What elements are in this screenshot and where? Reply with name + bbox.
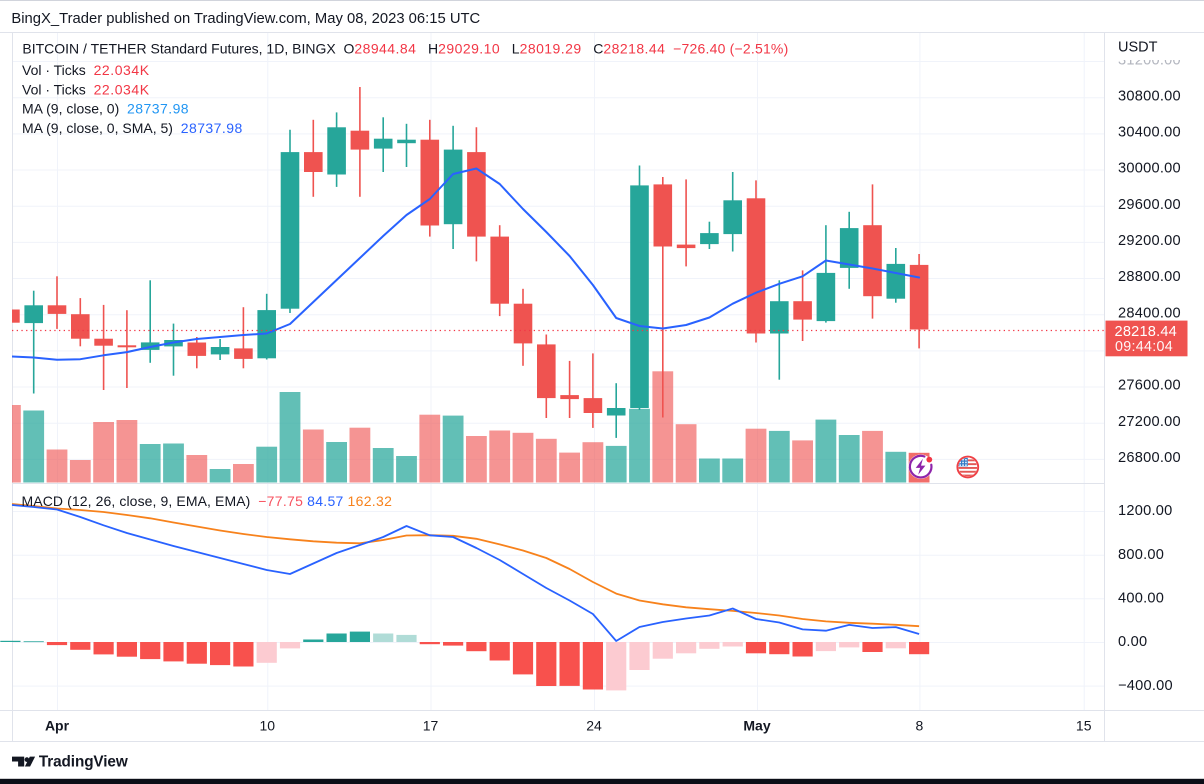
svg-text:26800.00: 26800.00 (1118, 450, 1181, 466)
svg-text:0.00: 0.00 (1118, 634, 1147, 650)
svg-text:28218.44: 28218.44 (1115, 324, 1177, 340)
svg-text:BITCOIN / TETHER Standard Futu: BITCOIN / TETHER Standard Futures, 1D, B… (22, 41, 788, 57)
svg-text:Vol · Ticks 22.034K: Vol · Ticks 22.034K (22, 82, 150, 98)
svg-text:09:44:04: 09:44:04 (1115, 339, 1173, 355)
svg-text:Apr: Apr (45, 718, 70, 734)
svg-text:−400.00: −400.00 (1118, 678, 1173, 694)
svg-text:30400.00: 30400.00 (1118, 125, 1181, 141)
svg-text:29600.00: 29600.00 (1118, 197, 1181, 213)
svg-text:10: 10 (260, 718, 276, 734)
svg-text:May: May (743, 718, 770, 734)
svg-text:MA (9, close, 0) 28737.98: MA (9, close, 0) 28737.98 (22, 101, 189, 117)
svg-text:15: 15 (1076, 718, 1092, 734)
svg-text:MACD (12, 26, close, 9, EMA, E: MACD (12, 26, close, 9, EMA, EMA) −77.75… (22, 493, 393, 509)
svg-text:28400.00: 28400.00 (1118, 305, 1181, 321)
svg-text:30000.00: 30000.00 (1118, 161, 1181, 177)
svg-text:27600.00: 27600.00 (1118, 378, 1181, 394)
svg-text:30800.00: 30800.00 (1118, 88, 1181, 104)
svg-text:24: 24 (586, 718, 602, 734)
svg-text:28800.00: 28800.00 (1118, 269, 1181, 285)
svg-text:8: 8 (916, 718, 924, 734)
svg-text:MA (9, close, 0, SMA, 5) 2873: MA (9, close, 0, SMA, 5) 28737.98 (22, 120, 243, 136)
svg-text:BingX_Trader published on Trad: BingX_Trader published on TradingView.co… (11, 11, 480, 27)
svg-text:800.00: 800.00 (1118, 547, 1164, 563)
svg-text:1200.00: 1200.00 (1118, 503, 1173, 519)
svg-text:27200.00: 27200.00 (1118, 414, 1181, 430)
svg-text:USDT: USDT (1118, 40, 1158, 56)
svg-text:29200.00: 29200.00 (1118, 233, 1181, 249)
svg-text:17: 17 (423, 718, 439, 734)
svg-text:TradingView: TradingView (39, 754, 128, 771)
svg-text:Vol · Ticks 22.034K: Vol · Ticks 22.034K (22, 62, 150, 78)
svg-text:400.00: 400.00 (1118, 591, 1164, 607)
